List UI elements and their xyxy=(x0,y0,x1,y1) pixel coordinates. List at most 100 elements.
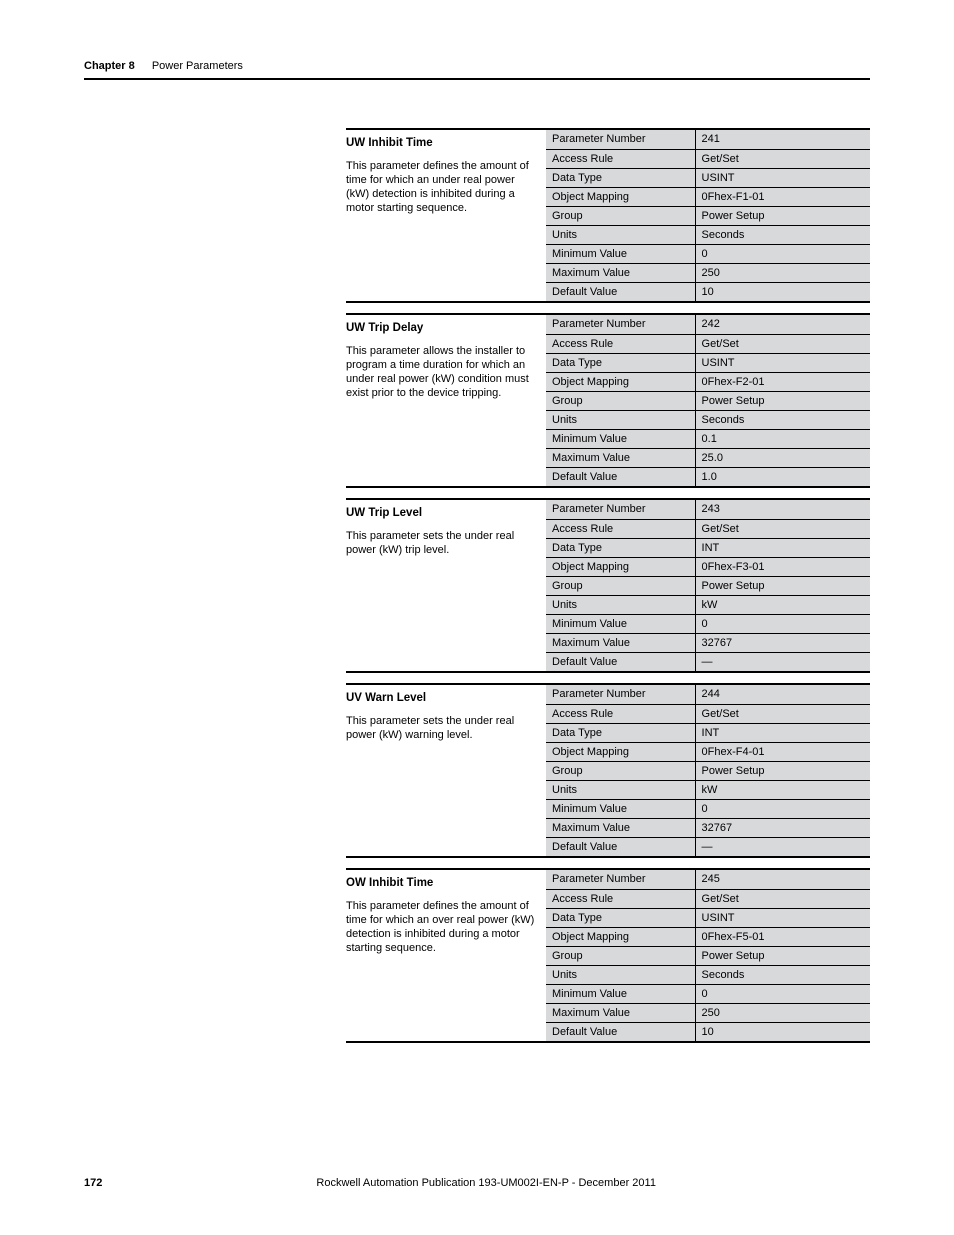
table-row: GroupPower Setup xyxy=(546,206,870,225)
table-value: kW xyxy=(695,780,870,799)
page-footer: 172 Rockwell Automation Publication 193-… xyxy=(84,1177,870,1189)
table-row: Parameter Number245 xyxy=(546,870,870,889)
table-key: Parameter Number xyxy=(546,130,695,149)
table-key: Parameter Number xyxy=(546,315,695,334)
table-key: Minimum Value xyxy=(546,799,695,818)
table-row: GroupPower Setup xyxy=(546,946,870,965)
table-key: Parameter Number xyxy=(546,500,695,519)
table-row: UnitskW xyxy=(546,780,870,799)
table-row: UnitsSeconds xyxy=(546,410,870,429)
table-key: Data Type xyxy=(546,538,695,557)
table-key: Units xyxy=(546,225,695,244)
table-row: Default Value10 xyxy=(546,1022,870,1041)
table-row: Parameter Number243 xyxy=(546,500,870,519)
table-value: 242 xyxy=(695,315,870,334)
table-value: 0Fhex-F5-01 xyxy=(695,927,870,946)
table-key: Units xyxy=(546,595,695,614)
table-key: Object Mapping xyxy=(546,372,695,391)
table-value: Power Setup xyxy=(695,206,870,225)
table-row: Access RuleGet/Set xyxy=(546,149,870,168)
table-value: USINT xyxy=(695,168,870,187)
table-value: 241 xyxy=(695,130,870,149)
table-value: INT xyxy=(695,723,870,742)
table-key: Maximum Value xyxy=(546,263,695,282)
table-key: Default Value xyxy=(546,837,695,856)
parameter-title: OW Inhibit Time xyxy=(346,876,536,890)
table-value: 0.1 xyxy=(695,429,870,448)
table-row: GroupPower Setup xyxy=(546,761,870,780)
table-row: Default Value— xyxy=(546,837,870,856)
parameter-description-column: UW Inhibit TimeThis parameter defines th… xyxy=(346,130,546,221)
table-value: 0 xyxy=(695,984,870,1003)
table-key: Data Type xyxy=(546,168,695,187)
page-number: 172 xyxy=(84,1177,102,1189)
table-key: Default Value xyxy=(546,467,695,486)
parameter-table: Parameter Number241Access RuleGet/SetDat… xyxy=(546,130,870,301)
running-header: Chapter 8 Power Parameters xyxy=(84,60,870,72)
table-row: GroupPower Setup xyxy=(546,576,870,595)
table-key: Maximum Value xyxy=(546,633,695,652)
table-row: Object Mapping0Fhex-F4-01 xyxy=(546,742,870,761)
parameter-table: Parameter Number243Access RuleGet/SetDat… xyxy=(546,500,870,671)
table-key: Object Mapping xyxy=(546,742,695,761)
table-value: 0Fhex-F4-01 xyxy=(695,742,870,761)
parameter-block: OW Inhibit Time This parameter defines th… xyxy=(346,868,870,1043)
table-key: Group xyxy=(546,206,695,225)
parameter-title: UW Inhibit Time xyxy=(346,136,536,150)
table-value: 0 xyxy=(695,799,870,818)
table-value: 250 xyxy=(695,1003,870,1022)
table-row: Minimum Value0 xyxy=(546,614,870,633)
table-row: Parameter Number242 xyxy=(546,315,870,334)
table-key: Default Value xyxy=(546,282,695,301)
table-key: Group xyxy=(546,391,695,410)
table-value: Power Setup xyxy=(695,761,870,780)
chapter-label: Chapter 8 xyxy=(84,60,135,72)
chapter-title: Power Parameters xyxy=(152,60,243,72)
parameter-block: UW Trip LevelThis parameter sets the und… xyxy=(346,498,870,673)
table-row: Object Mapping0Fhex-F2-01 xyxy=(546,372,870,391)
table-key: Data Type xyxy=(546,353,695,372)
table-key: Units xyxy=(546,965,695,984)
table-value: Get/Set xyxy=(695,334,870,353)
table-row: Data TypeUSINT xyxy=(546,353,870,372)
table-key: Group xyxy=(546,761,695,780)
parameter-description-column: UV Warn LevelThis parameter sets the und… xyxy=(346,685,546,749)
table-key: Maximum Value xyxy=(546,448,695,467)
header-divider xyxy=(84,78,870,80)
parameter-description-column: UW Trip LevelThis parameter sets the und… xyxy=(346,500,546,564)
parameter-block: UW Inhibit TimeThis parameter defines th… xyxy=(346,128,870,303)
table-row: UnitskW xyxy=(546,595,870,614)
table-key: Units xyxy=(546,780,695,799)
table-value: Seconds xyxy=(695,410,870,429)
table-value: Get/Set xyxy=(695,704,870,723)
table-row: Maximum Value32767 xyxy=(546,633,870,652)
table-key: Data Type xyxy=(546,723,695,742)
parameter-block: UV Warn LevelThis parameter sets the und… xyxy=(346,683,870,858)
table-key: Data Type xyxy=(546,908,695,927)
table-row: GroupPower Setup xyxy=(546,391,870,410)
table-value: Power Setup xyxy=(695,391,870,410)
table-value: 0Fhex-F1-01 xyxy=(695,187,870,206)
table-key: Access Rule xyxy=(546,519,695,538)
table-key: Access Rule xyxy=(546,334,695,353)
table-row: Parameter Number241 xyxy=(546,130,870,149)
table-value: USINT xyxy=(695,353,870,372)
table-key: Units xyxy=(546,410,695,429)
table-value: 0 xyxy=(695,614,870,633)
table-value: Get/Set xyxy=(695,519,870,538)
table-key: Parameter Number xyxy=(546,685,695,704)
table-row: Maximum Value25.0 xyxy=(546,448,870,467)
parameter-title: UV Warn Level xyxy=(346,691,536,705)
parameter-table: Parameter Number244Access RuleGet/SetDat… xyxy=(546,685,870,856)
table-row: Default Value10 xyxy=(546,282,870,301)
table-value: 10 xyxy=(695,1022,870,1041)
table-key: Minimum Value xyxy=(546,614,695,633)
table-key: Default Value xyxy=(546,1022,695,1041)
table-row: UnitsSeconds xyxy=(546,965,870,984)
parameter-description: This parameter allows the installer to p… xyxy=(346,345,536,400)
table-value: 25.0 xyxy=(695,448,870,467)
parameter-description: This parameter defines the amount of tim… xyxy=(346,900,536,955)
table-row: Minimum Value0 xyxy=(546,244,870,263)
table-value: Get/Set xyxy=(695,149,870,168)
table-row: UnitsSeconds xyxy=(546,225,870,244)
